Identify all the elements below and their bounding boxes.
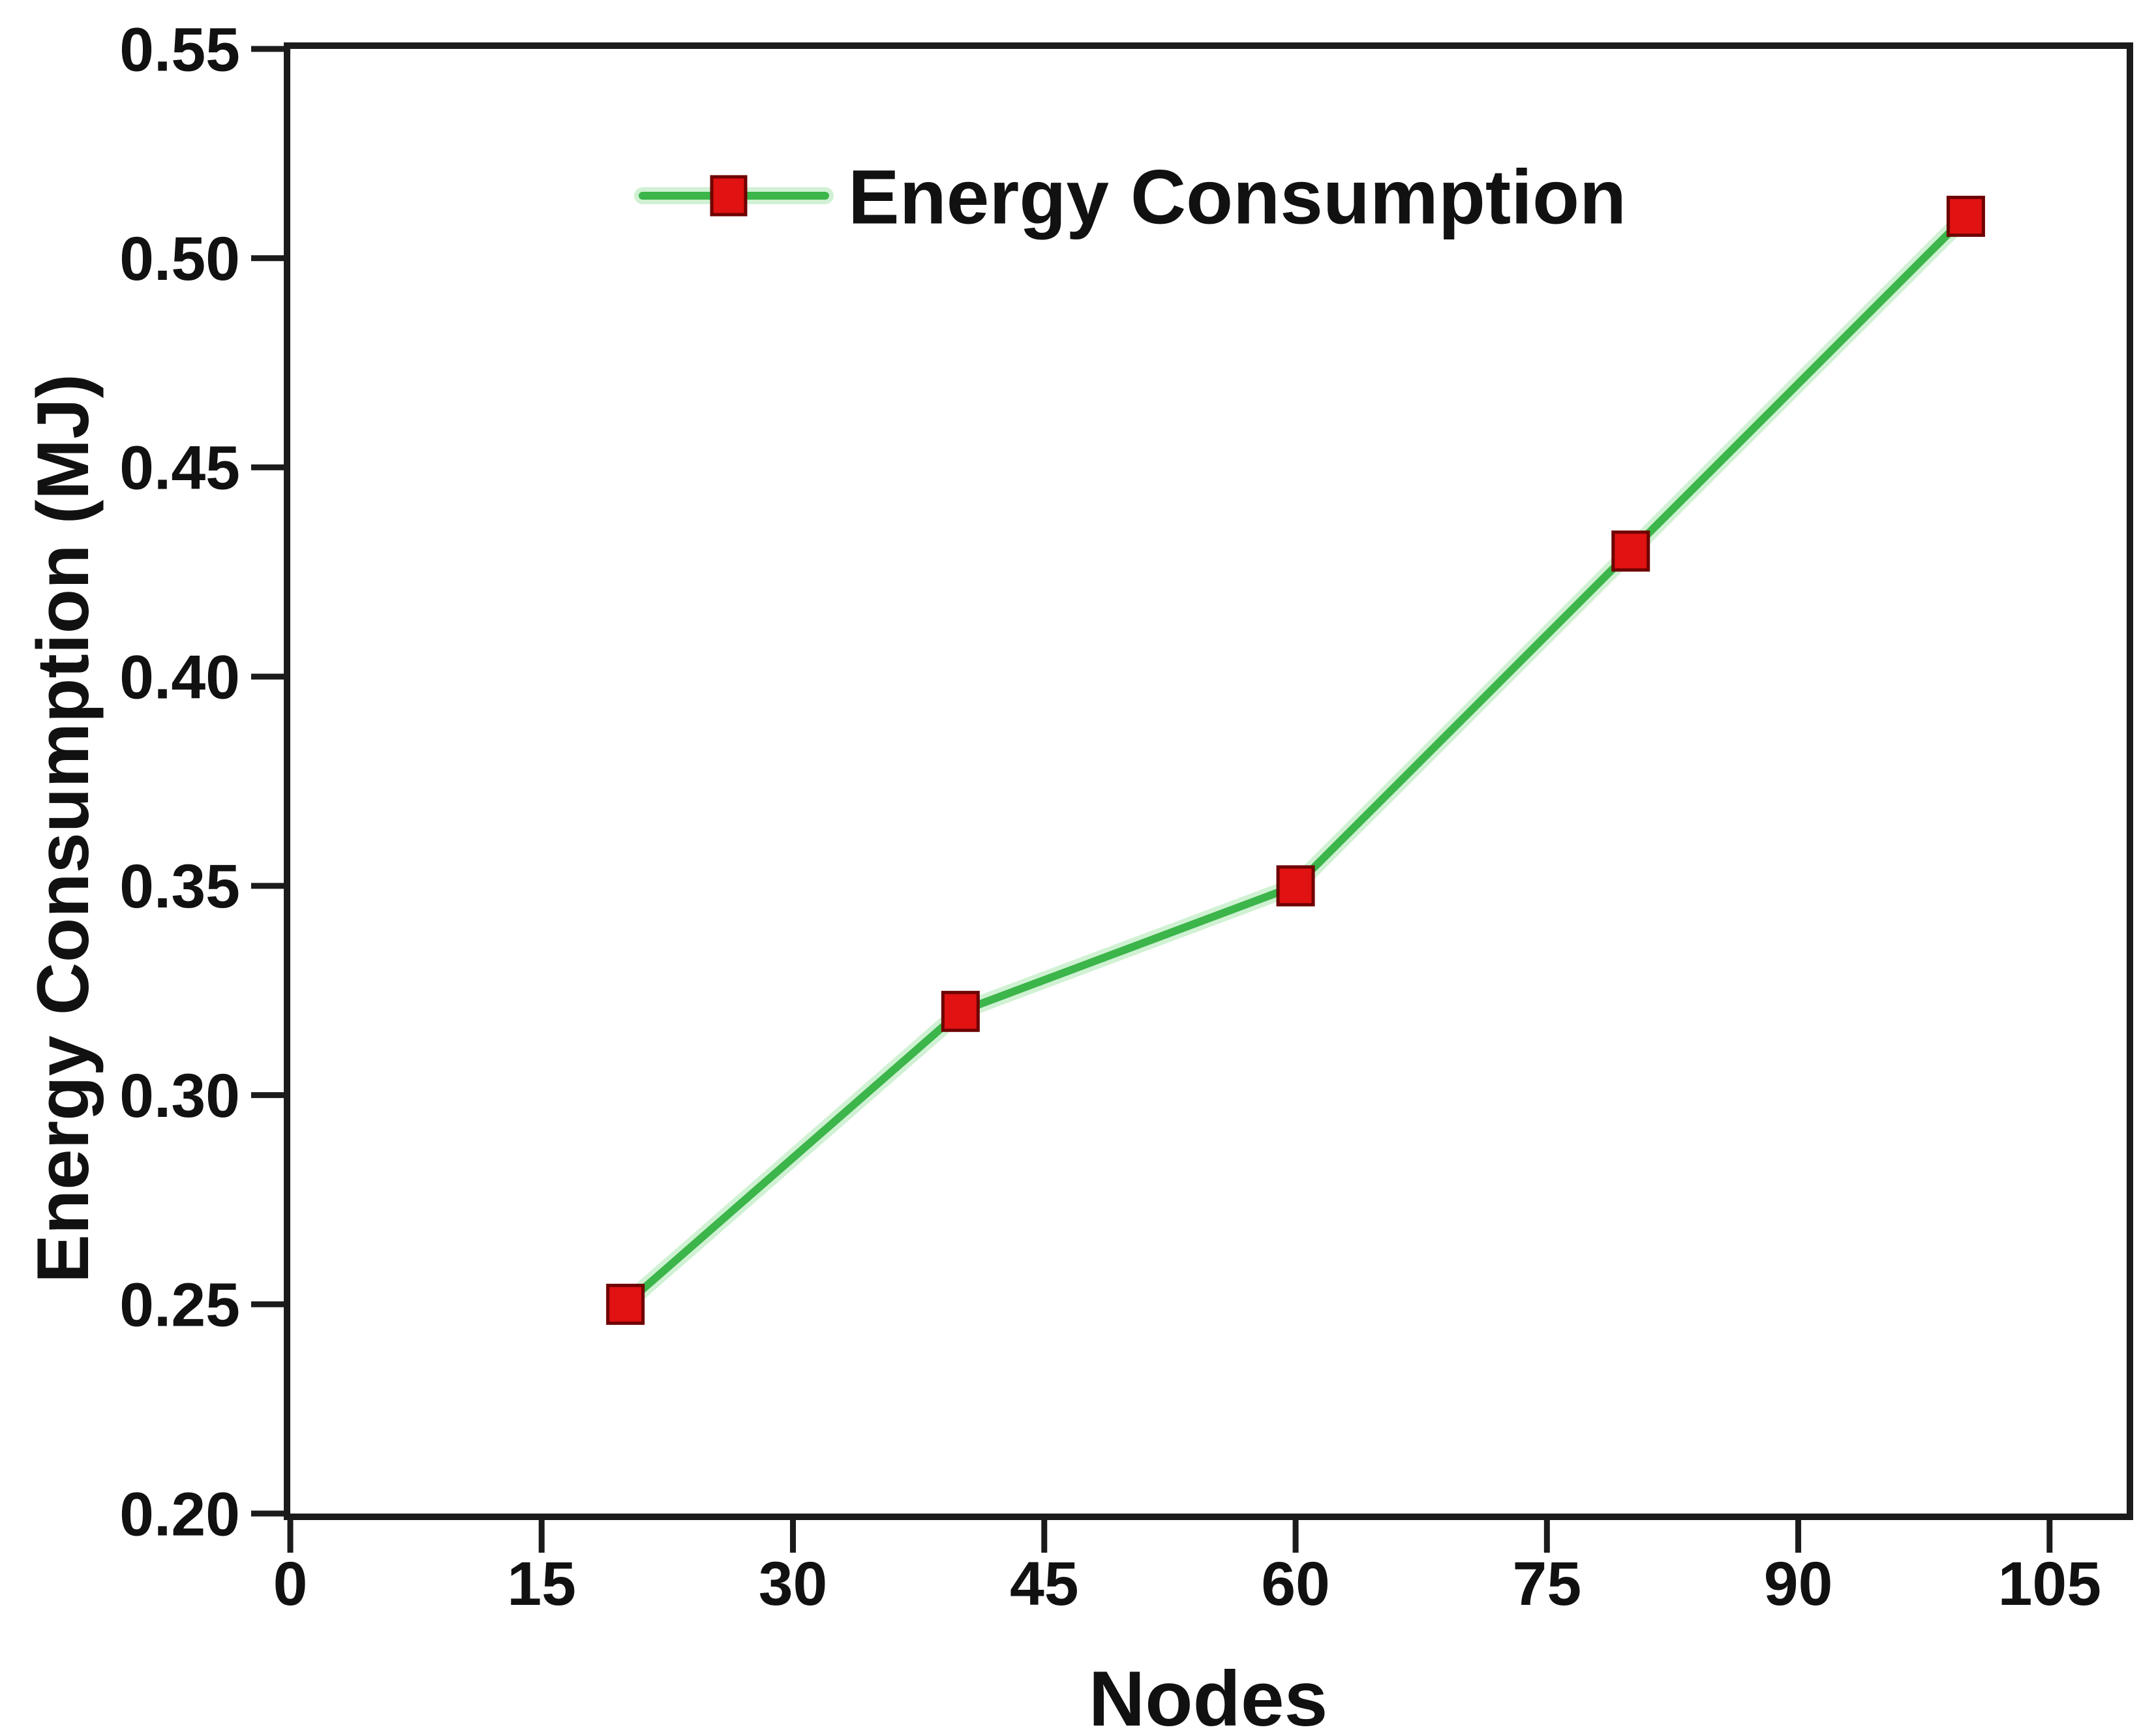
x-tick-label: 30 [759,1549,828,1619]
x-tick-label: 75 [1512,1549,1581,1619]
y-tick-label: 0.25 [119,1271,240,1340]
x-tick-label: 45 [1010,1549,1079,1619]
y-tick-label: 0.55 [119,15,240,84]
x-tick-label: 60 [1261,1549,1330,1619]
x-tick-label: 90 [1764,1549,1833,1619]
y-axis-tick-labels: 0.20 0.25 0.30 0.35 0.40 0.45 0.50 0.55 [119,15,240,1549]
y-axis-ticks [251,46,287,1517]
data-point-marker [1611,530,1650,572]
data-point-marker [941,990,980,1032]
x-tick-label: 15 [507,1549,576,1619]
y-tick-label: 0.45 [119,434,240,503]
x-axis-ticks [287,1517,2053,1553]
x-axis-title: Nodes [1089,1655,1328,1736]
plot-frame [284,42,2133,1520]
series-energy-consumption [606,196,1985,1325]
y-tick-label: 0.20 [119,1480,240,1549]
y-tick-label: 0.40 [119,643,240,712]
y-tick-label: 0.35 [119,852,240,921]
data-point-marker [1946,196,1985,237]
data-point-marker [1276,865,1315,907]
x-tick-label: 105 [1998,1549,2102,1619]
y-tick-label: 0.30 [119,1061,240,1131]
legend-square-marker-icon [710,175,748,217]
y-tick-label: 0.50 [119,224,240,294]
legend: Energy Consumption [634,154,1626,240]
y-axis-title: Energy Consumption (MJ) [22,374,104,1283]
x-tick-label: 0 [273,1549,308,1619]
plot-area [287,46,2130,1517]
legend-label: Energy Consumption [848,154,1626,240]
x-axis-tick-labels: 0 15 30 45 60 75 90 105 [273,1549,2102,1619]
data-point-marker [606,1283,645,1325]
